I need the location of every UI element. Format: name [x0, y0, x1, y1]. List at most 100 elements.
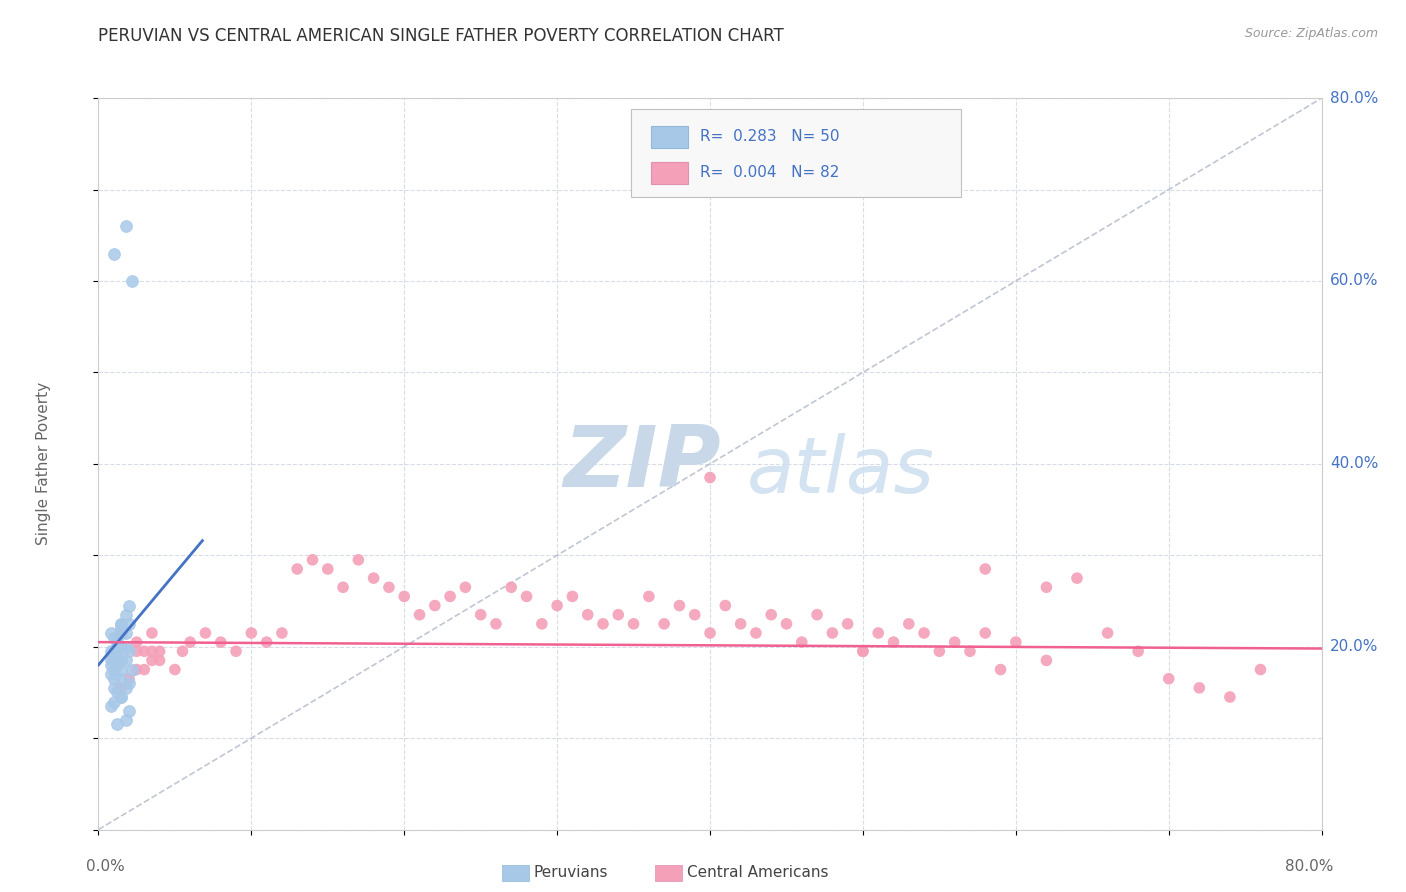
Point [103, 663, 125, 677]
Point [974, 626, 997, 640]
Text: 20.0%: 20.0% [1330, 640, 1378, 654]
Point [163, 663, 186, 677]
Bar [651, 127, 688, 148]
Point [301, 553, 323, 567]
Point [592, 616, 614, 631]
Point [105, 631, 128, 645]
Point [576, 607, 599, 622]
Point [759, 607, 782, 622]
Point [316, 562, 339, 576]
Point [883, 635, 905, 649]
Text: Single Father Poverty: Single Father Poverty [37, 383, 51, 545]
Point [105, 717, 128, 731]
Point [454, 580, 477, 594]
Point [115, 219, 138, 234]
Point [1188, 681, 1211, 695]
Point [125, 663, 148, 677]
Point [115, 713, 138, 727]
Point [125, 635, 148, 649]
Point [110, 626, 132, 640]
Point [623, 616, 645, 631]
Point [470, 607, 492, 622]
Point [668, 599, 690, 613]
Point [118, 676, 141, 690]
Point [141, 653, 163, 667]
Point [121, 274, 143, 288]
Point [100, 644, 122, 658]
Point [110, 690, 132, 704]
Point [714, 599, 737, 613]
Point [118, 616, 141, 631]
Point [837, 616, 859, 631]
Point [115, 640, 138, 654]
Point [172, 644, 194, 658]
Point [100, 653, 122, 667]
Point [1035, 580, 1057, 594]
Point [103, 653, 125, 667]
Point [115, 607, 138, 622]
Point [225, 644, 247, 658]
Point [105, 644, 128, 658]
Point [149, 644, 172, 658]
Point [209, 635, 232, 649]
Text: Peruvians: Peruvians [534, 865, 609, 880]
Point [1128, 644, 1150, 658]
Point [121, 663, 143, 677]
Point [928, 644, 950, 658]
Point [103, 648, 125, 663]
Point [141, 626, 163, 640]
Point [912, 626, 935, 640]
Point [775, 616, 797, 631]
Point [990, 663, 1012, 677]
Point [852, 644, 875, 658]
Text: 0.0%: 0.0% [86, 859, 125, 874]
Point [683, 607, 706, 622]
Text: Central Americans: Central Americans [686, 865, 828, 880]
Point [100, 667, 122, 681]
Text: Source: ZipAtlas.com: Source: ZipAtlas.com [1244, 27, 1378, 40]
Point [943, 635, 966, 649]
Point [423, 599, 446, 613]
Point [501, 580, 523, 594]
Point [103, 694, 125, 708]
Point [105, 644, 128, 658]
Point [730, 616, 752, 631]
Point [110, 626, 132, 640]
Point [118, 644, 141, 658]
Point [110, 616, 132, 631]
Point [546, 599, 568, 613]
Point [134, 644, 156, 658]
Point [1219, 690, 1241, 704]
Point [100, 699, 122, 714]
Point [974, 562, 997, 576]
Text: atlas: atlas [747, 434, 935, 509]
Point [240, 626, 263, 640]
Point [103, 672, 125, 686]
Point [959, 644, 981, 658]
Point [1097, 626, 1119, 640]
Point [699, 626, 721, 640]
Point [270, 626, 292, 640]
Point [897, 616, 920, 631]
Text: ZIP: ZIP [564, 422, 721, 506]
Point [699, 470, 721, 484]
Point [179, 635, 201, 649]
Point [1157, 672, 1180, 686]
Point [105, 640, 128, 654]
Point [110, 672, 132, 686]
Text: 80.0%: 80.0% [1285, 859, 1334, 874]
Point [1066, 571, 1088, 585]
Point [332, 580, 354, 594]
Text: R=  0.004   N= 82: R= 0.004 N= 82 [700, 165, 839, 179]
Point [115, 653, 138, 667]
Point [118, 599, 141, 613]
Point [868, 626, 890, 640]
Point [100, 626, 122, 640]
Point [149, 653, 172, 667]
Point [105, 644, 128, 658]
Point [285, 562, 308, 576]
Text: R=  0.283   N= 50: R= 0.283 N= 50 [700, 129, 839, 145]
Point [1004, 635, 1026, 649]
Point [141, 644, 163, 658]
Text: 60.0%: 60.0% [1330, 274, 1378, 288]
